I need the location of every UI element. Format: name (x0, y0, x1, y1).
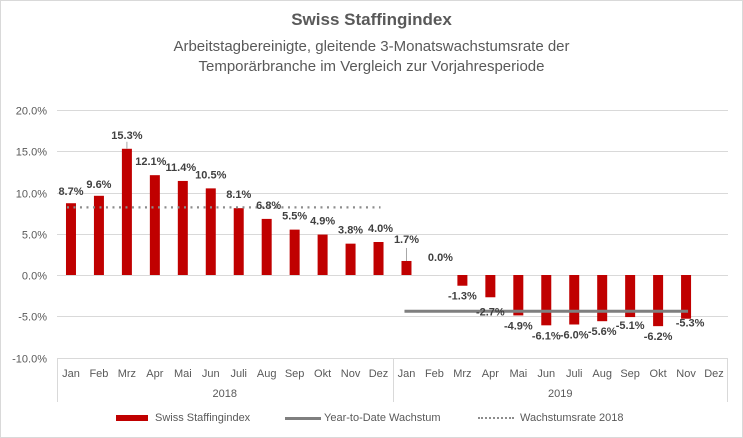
data-label: 8.1% (226, 189, 251, 201)
data-label: 6.8% (256, 200, 281, 212)
bar (205, 188, 216, 275)
bar (149, 175, 160, 275)
x-tick-label: Mrz (453, 368, 471, 380)
data-label: 8.7% (58, 186, 83, 198)
x-tick-label: Nov (676, 368, 696, 380)
data-label: -1.3% (448, 291, 477, 303)
x-tick-label: Apr (482, 368, 499, 380)
chart-subtitle-line-2: Temporärbranche im Vergleich zur Vorjahr… (198, 58, 545, 75)
data-label: 1.7% (394, 234, 419, 246)
data-label: 3.8% (338, 225, 363, 237)
x-tick-label: Dez (369, 368, 389, 380)
x-tick-label: Mai (509, 368, 527, 380)
x-tick-label: Sep (285, 368, 305, 380)
y-axis-ticks: 20.0% 15.0% 10.0% 5.0% 0.0% -5.0% -10.0% (12, 106, 47, 366)
data-label: 4.0% (368, 223, 393, 235)
data-label: -5.6% (588, 326, 617, 338)
bar (93, 195, 104, 275)
x-group-label: 2018 (213, 388, 237, 400)
x-tick-label: Aug (592, 368, 612, 380)
y-tick-label: 5.0% (22, 230, 47, 242)
y-tick-label: 10.0% (16, 189, 47, 201)
x-tick-label: Sep (620, 368, 640, 380)
bar (121, 148, 132, 275)
legend: Swiss Staffingindex Year-to-Date Wachstu… (0, 410, 743, 428)
bar (65, 203, 76, 275)
data-label: -6.2% (644, 331, 673, 343)
legend-swatch-bar (116, 415, 148, 421)
legend-label: Wachstumsrate 2018 (520, 412, 624, 424)
chart-title: Swiss Staffingindex (291, 10, 452, 29)
bar (597, 275, 608, 322)
x-tick-label: Juli (566, 368, 583, 380)
x-tick-label: Feb (425, 368, 444, 380)
bar (569, 275, 580, 325)
bar (625, 275, 636, 318)
bar-series (65, 148, 692, 327)
bar (233, 208, 244, 275)
y-tick-label: 0.0% (22, 271, 47, 283)
reference-lines (66, 206, 689, 313)
bar (541, 275, 552, 326)
x-tick-label: Dez (704, 368, 724, 380)
legend-label: Year-to-Date Wachstum (324, 412, 441, 424)
x-tick-label: Jun (202, 368, 220, 380)
data-label: 10.5% (195, 169, 226, 181)
bar (653, 275, 664, 327)
legend-label: Swiss Staffingindex (155, 412, 251, 424)
data-label: 15.3% (111, 130, 142, 142)
bar (317, 234, 328, 275)
bar (289, 229, 300, 275)
x-tick-label: Jun (537, 368, 555, 380)
x-tick-label: Nov (341, 368, 361, 380)
bar (485, 275, 496, 298)
x-tick-label: Juli (230, 368, 247, 380)
bar (261, 218, 272, 275)
x-tick-label: Mrz (118, 368, 136, 380)
x-group-label: 2019 (548, 388, 572, 400)
data-label: 4.9% (310, 216, 335, 228)
legend-item-wachstumsrate-2018: Wachstumsrate 2018 (478, 410, 624, 426)
x-axis: Jan Feb Mrz Apr Mai Jun Juli Aug Sep Okt Nov Dez Jan… (57, 358, 728, 402)
x-tick-label: Feb (89, 368, 108, 380)
data-label: -2.7% (476, 306, 505, 318)
data-label: 11.4% (166, 162, 197, 174)
x-tick-label: Jan (62, 368, 80, 380)
legend-swatch-line (285, 416, 321, 420)
data-label: -5.3% (676, 318, 705, 330)
y-tick-label: 20.0% (16, 106, 47, 118)
legend-item-year-to-date: Year-to-Date Wachstum (285, 410, 441, 426)
bar (513, 275, 524, 316)
data-label: -4.9% (504, 320, 533, 332)
x-tick-label: Mai (174, 368, 192, 380)
bar (177, 180, 188, 275)
y-tick-label: 15.0% (16, 147, 47, 159)
bar (345, 243, 356, 275)
data-label: 0.0% (428, 252, 453, 264)
data-label: 12.1% (135, 156, 166, 168)
x-tick-label: Jan (398, 368, 416, 380)
y-tick-label: -5.0% (18, 312, 47, 324)
data-label: 5.5% (282, 211, 307, 223)
data-label: -6.0% (560, 330, 589, 342)
x-tick-label: Okt (314, 368, 331, 380)
legend-swatch-dotted (478, 417, 514, 419)
bar (457, 275, 468, 286)
bar (373, 242, 384, 275)
x-tick-label: Okt (650, 368, 667, 380)
x-tick-label: Apr (146, 368, 163, 380)
data-label: -5.1% (616, 320, 645, 332)
data-label: 9.6% (86, 179, 111, 191)
bar (681, 275, 692, 319)
data-label: -6.1% (532, 330, 561, 342)
gridlines (57, 110, 728, 317)
data-labels: 8.7%9.6% 15.3% 12.1% 11.4%10.5%8.1% 6.8%5.5%… (58, 130, 704, 343)
chart-subtitle-line-1: Arbeitstagbereinigte, gleitende 3-Monats… (173, 38, 570, 55)
legend-item-swiss-staffingindex: Swiss Staffingindex (116, 410, 250, 426)
y-tick-label: -10.0% (12, 354, 47, 366)
bar (401, 260, 412, 275)
x-tick-label: Aug (257, 368, 277, 380)
